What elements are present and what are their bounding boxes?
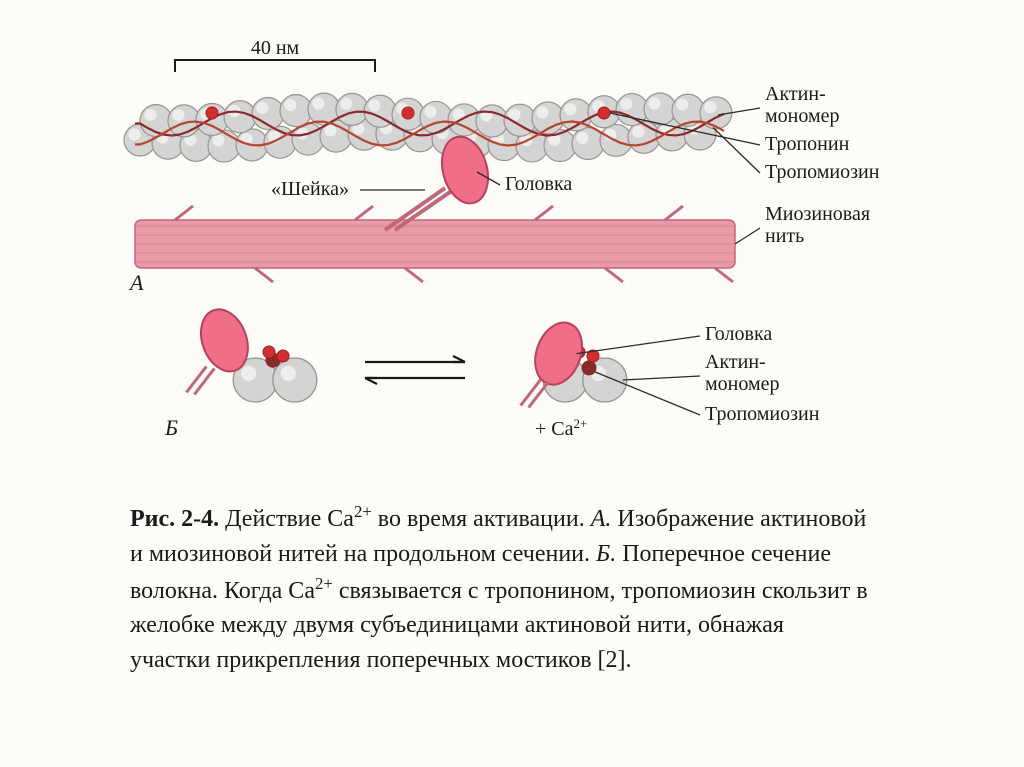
svg-text:40 нм: 40 нм	[251, 37, 300, 59]
svg-text:Тропонин: Тропонин	[765, 133, 850, 155]
fig-title-prefix: Действие Ca	[225, 506, 354, 532]
fig-title-suffix: во время активации.	[372, 506, 585, 532]
fig-title-sup: 2+	[354, 502, 372, 521]
partB-label: Б.	[596, 541, 616, 567]
svg-text:Актин-: Актин-	[705, 351, 766, 373]
svg-text:нить: нить	[765, 225, 804, 247]
diagram-svg: 40 нм «Шейка» Головка Актин-мономер Тропонин…	[105, 20, 925, 500]
partB-sup: 2+	[315, 574, 333, 593]
svg-text:Тропомиозин: Тропомиозин	[765, 161, 880, 183]
svg-text:Головка: Головка	[505, 173, 572, 195]
svg-text:Б: Б	[164, 415, 178, 440]
svg-text:«Шейка»: «Шейка»	[271, 178, 349, 200]
svg-text:А: А	[128, 270, 144, 295]
svg-text:Тропомиозин: Тропомиозин	[705, 403, 820, 425]
svg-text:Головка: Головка	[705, 323, 772, 345]
partA-label: А.	[591, 506, 612, 532]
figure-caption: Рис. 2-4. Действие Ca2+ во время активац…	[130, 500, 870, 678]
svg-text:Миозиновая: Миозиновая	[765, 203, 870, 225]
svg-text:+ Ca2+: + Ca2+	[535, 416, 587, 441]
svg-text:мономер: мономер	[765, 105, 840, 127]
fig-number: Рис. 2-4.	[130, 506, 219, 532]
svg-text:мономер: мономер	[705, 373, 780, 395]
svg-text:Актин-: Актин-	[765, 83, 826, 105]
